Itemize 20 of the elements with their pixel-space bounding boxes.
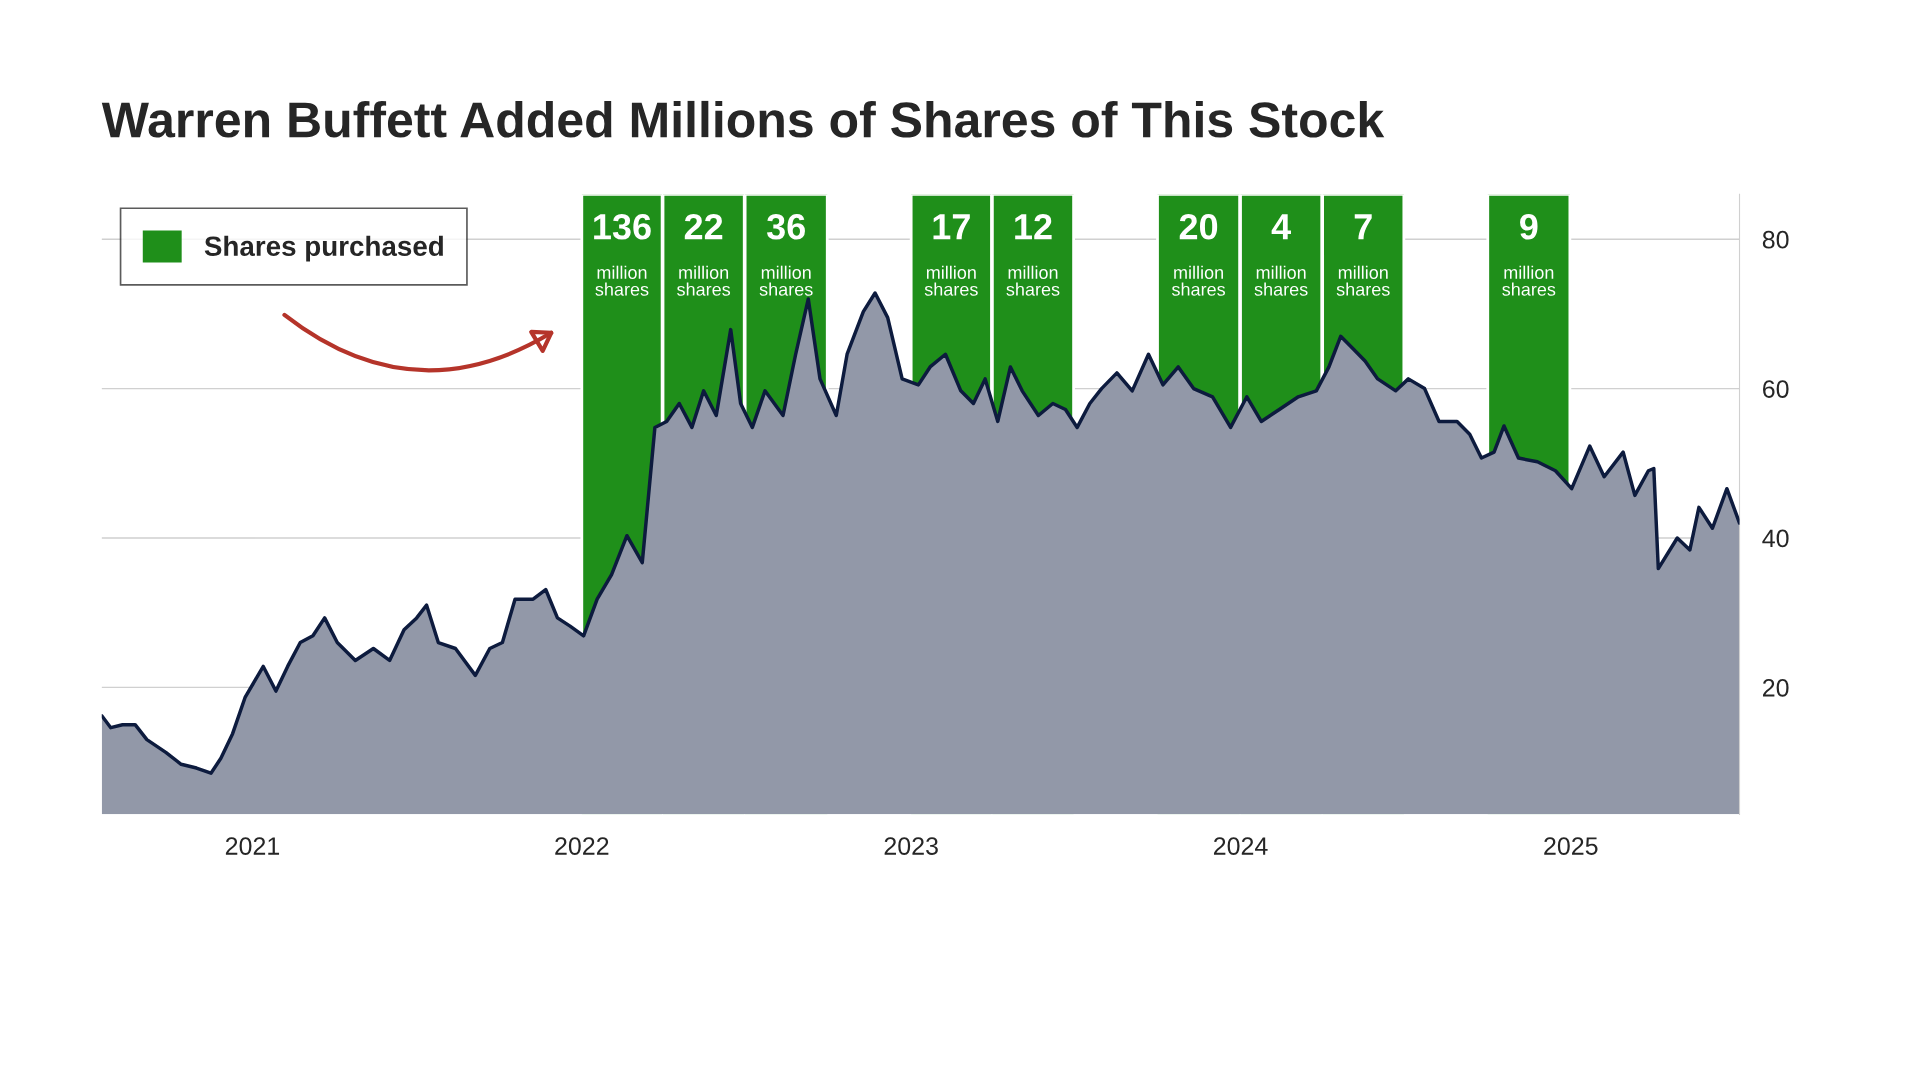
x-tick-label: 2021 <box>225 837 280 855</box>
y-tick-label: 80 <box>1762 230 1789 249</box>
y-tick-label: 40 <box>1762 529 1789 548</box>
band-label: 17 million shares <box>924 214 978 296</box>
band-label: 7 million shares <box>1336 214 1390 296</box>
x-tick-label: 2022 <box>555 837 609 855</box>
band-label: 136 million shares <box>594 213 651 296</box>
annotation: Shares purchased <box>204 235 443 262</box>
band-label: 9 million shares <box>1502 213 1556 296</box>
y-tick-label: 20 <box>1763 678 1789 697</box>
band-label: 12 million shares <box>1006 213 1060 296</box>
band-label: 4 million shares <box>1254 214 1308 296</box>
band-label: 36 million shares <box>759 213 813 296</box>
band-label: 20 million shares <box>1171 213 1226 296</box>
y-tick-label: 60 <box>1763 380 1789 398</box>
x-tick-label: 2023 <box>884 837 938 855</box>
x-tick-label: 2024 <box>1213 837 1268 855</box>
x-tick-label: 2025 <box>1544 837 1598 855</box>
band-label: 22 million shares <box>677 213 731 296</box>
chart-title: Warren Buffett Added Millions of Shares of This Stock <box>101 100 1385 138</box>
